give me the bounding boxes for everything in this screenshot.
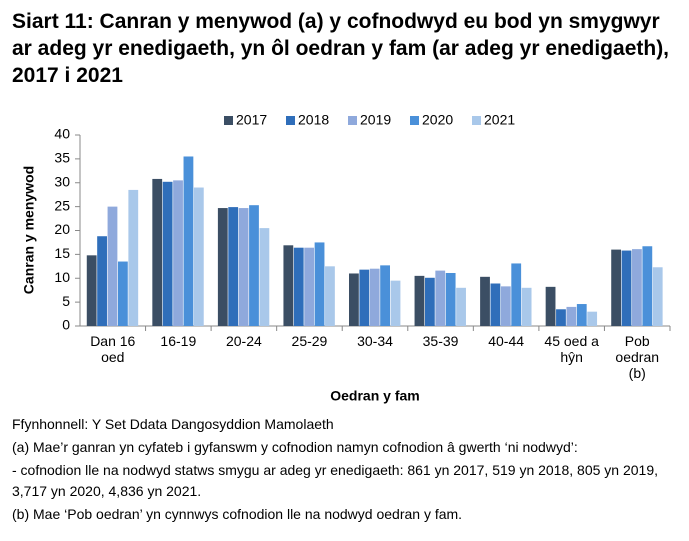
bar	[117, 261, 128, 326]
bar	[128, 189, 139, 326]
y-tick-label: 5	[62, 293, 70, 309]
bar	[238, 208, 249, 326]
bar	[183, 156, 194, 326]
chart-title: Siart 11: Canran y menywod (a) y cofnodw…	[12, 10, 670, 87]
x-tick-label: 35-39	[423, 333, 459, 349]
y-tick-label: 35	[54, 150, 70, 166]
bar	[293, 247, 304, 326]
legend-swatch	[348, 116, 357, 125]
x-tick-label-line: oedran	[615, 349, 659, 365]
bar	[642, 246, 653, 326]
x-tick-label-line: 35-39	[423, 333, 459, 349]
x-tick-label-line: oed	[101, 349, 124, 365]
x-tick-label-line: Dan 16	[90, 333, 135, 349]
x-tick-label-line: (b)	[629, 365, 646, 381]
bar	[545, 286, 556, 326]
bar	[369, 268, 380, 326]
bar	[424, 277, 435, 326]
note: - cofnodion lle na nodwyd statws smygu a…	[12, 462, 658, 499]
x-tick-label-line: Pob	[625, 333, 650, 349]
note: Ffynhonnell: Y Set Ddata Dangosyddion Ma…	[12, 416, 334, 432]
bar	[511, 263, 522, 326]
x-tick-label-line: hŷn	[560, 349, 583, 365]
legend-swatch	[286, 116, 295, 125]
bar	[435, 270, 446, 326]
x-tick-label: Dan 16 oed	[90, 333, 135, 365]
legend-label: 2019	[360, 112, 391, 128]
x-tick-label-line: 16-19	[160, 333, 196, 349]
legend-swatch	[410, 116, 419, 125]
bar	[314, 242, 325, 326]
x-tick-label-line: 45 oed a	[544, 333, 599, 349]
bar	[390, 280, 401, 326]
bar	[162, 181, 173, 326]
x-tick-label: 45 oed a hŷn	[544, 333, 599, 365]
bar	[480, 276, 490, 326]
bar	[621, 250, 632, 326]
bar	[380, 265, 390, 326]
bar	[414, 275, 425, 326]
notes: Ffynhonnell: Y Set Ddata Dangosyddion Ma…	[12, 414, 677, 527]
bar	[97, 236, 107, 326]
x-tick-label: 20-24	[226, 333, 262, 349]
bar	[325, 266, 335, 326]
y-axis-label: Canran y menywod	[21, 166, 37, 294]
y-tick-label: 0	[62, 317, 70, 333]
x-tick-label: 25-29	[292, 333, 328, 349]
bar	[86, 255, 97, 326]
legend-label: 2021	[484, 112, 515, 128]
bar	[456, 287, 466, 326]
bar	[445, 272, 456, 326]
legend-label: 2017	[236, 112, 267, 128]
bar	[173, 180, 183, 326]
legend-label: 2018	[298, 112, 329, 128]
bar	[587, 311, 598, 326]
bar	[283, 245, 294, 326]
bar	[304, 247, 315, 326]
bar	[566, 306, 577, 326]
x-tick-label-line: 20-24	[226, 333, 262, 349]
legend-label: 2020	[422, 112, 453, 128]
note: (a) Mae’r ganran yn cyfateb i gyfanswm y…	[12, 439, 578, 455]
bar	[521, 287, 532, 326]
bar	[152, 178, 163, 326]
y-tick-label: 10	[54, 269, 70, 285]
bar	[611, 249, 622, 326]
y-tick-label: 20	[54, 221, 70, 237]
bar	[652, 267, 663, 326]
y-tick-label: 30	[54, 173, 70, 189]
x-tick-label: 30-34	[357, 333, 393, 349]
legend-swatch	[224, 116, 233, 125]
note: (b) Mae ‘Pob oedran’ yn cynnwys cofnodio…	[12, 506, 463, 522]
bar	[632, 249, 642, 326]
bar	[556, 309, 566, 326]
bar	[349, 273, 359, 326]
bar	[107, 206, 118, 326]
x-tick-label-line: 40-44	[488, 333, 524, 349]
x-tick-label-line: 30-34	[357, 333, 393, 349]
x-tick-label: 16-19	[160, 333, 196, 349]
bar	[259, 228, 270, 326]
bar	[500, 286, 511, 326]
legend-swatch	[472, 116, 481, 125]
bar	[193, 187, 204, 326]
bar	[228, 207, 239, 326]
x-tick-label: 40-44	[488, 333, 524, 349]
y-tick-label: 25	[54, 197, 70, 213]
bar	[490, 283, 501, 326]
y-tick-label: 15	[54, 245, 70, 261]
bar	[359, 269, 370, 326]
bar	[217, 208, 228, 326]
bar	[249, 205, 259, 326]
x-tick-label: Pob oedran (b)	[615, 333, 659, 381]
bar	[576, 304, 587, 326]
x-tick-label-line: 25-29	[292, 333, 328, 349]
y-tick-label: 40	[54, 126, 70, 142]
x-axis-label: Oedran y fam	[330, 388, 419, 404]
